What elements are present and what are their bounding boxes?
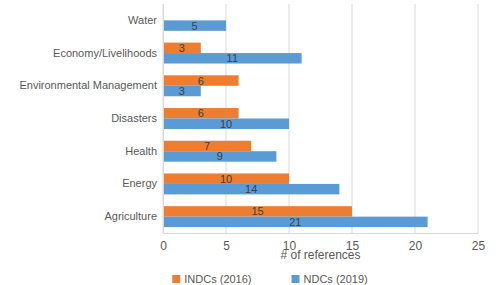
bar <box>163 151 276 161</box>
bar <box>163 53 302 63</box>
axis-line <box>163 5 164 234</box>
data-label: 15 <box>251 205 263 217</box>
tick: 5 <box>223 233 230 253</box>
data-label: 3 <box>179 85 185 97</box>
legend-label: NDCs (2019) <box>304 273 368 285</box>
tick-label: 0 <box>160 239 167 253</box>
data-label: 11 <box>227 52 238 64</box>
bar <box>163 20 226 30</box>
data-label: 10 <box>220 118 232 130</box>
tick-label: 5 <box>223 239 230 253</box>
tick: 0 <box>160 233 167 253</box>
category-tick: Water <box>128 14 163 26</box>
grid-line <box>352 4 353 233</box>
category-label: Energy <box>122 177 157 189</box>
category-label: Agriculture <box>104 210 157 222</box>
legend-swatch <box>292 275 300 283</box>
legend-item: INDCs (2016) <box>172 273 251 285</box>
legend: INDCs (2016) NDCs (2019) <box>172 273 367 285</box>
tick-label: 20 <box>409 239 423 253</box>
category-tick: Agriculture <box>104 210 163 222</box>
bar <box>163 43 201 53</box>
data-label: 21 <box>289 216 301 228</box>
grid <box>163 4 478 233</box>
data-label: 9 <box>217 150 223 162</box>
legend-swatch <box>172 275 180 283</box>
data-labels: 3 6 6 7 10 15 5 11 3 10 9 14 21 <box>179 20 302 228</box>
axis-title: # of references <box>280 248 360 262</box>
category-label: Environmental Management <box>19 79 157 91</box>
bar <box>163 86 201 96</box>
category-tick: Economy/Livelihoods <box>53 47 163 59</box>
legend-label: INDCs (2016) <box>184 273 251 285</box>
data-label: 14 <box>245 183 257 195</box>
bar <box>163 141 251 151</box>
category-tick: Health <box>125 145 163 157</box>
category-axis: Water Economy/Livelihoods Environmental Ma… <box>19 5 163 234</box>
data-label: 3 <box>179 42 185 54</box>
tick: 25 <box>472 233 486 253</box>
data-label: 6 <box>198 75 204 87</box>
chart-svg: 0 5 10 15 20 25 Water Economy/Livelihoods Enviro… <box>0 0 500 285</box>
category-label: Disasters <box>111 112 157 124</box>
data-label: 6 <box>198 107 204 119</box>
bar <box>163 75 239 85</box>
data-label: 5 <box>191 20 197 32</box>
chart-container: 0 5 10 15 20 25 Water Economy/Livelihoods Enviro… <box>0 0 500 285</box>
axis-line <box>164 233 479 234</box>
bar <box>163 217 428 227</box>
category-label: Economy/Livelihoods <box>53 47 157 59</box>
bar <box>163 206 352 216</box>
grid-line <box>163 4 164 233</box>
legend-item: NDCs (2019) <box>292 273 368 285</box>
data-label: 7 <box>204 140 210 152</box>
grid-line <box>478 4 479 233</box>
grid-line <box>415 4 416 233</box>
tick: 20 <box>409 233 423 253</box>
category-label: Water <box>128 14 157 26</box>
tick-label: 25 <box>472 239 486 253</box>
bar <box>163 119 289 129</box>
category-tick: Disasters <box>111 112 163 124</box>
bar <box>163 173 289 183</box>
category-tick: Energy <box>122 177 163 189</box>
bar <box>163 184 339 194</box>
category-tick: Environmental Management <box>19 79 163 91</box>
data-label: 10 <box>220 173 232 185</box>
bars <box>163 20 428 227</box>
category-label: Health <box>125 145 157 157</box>
